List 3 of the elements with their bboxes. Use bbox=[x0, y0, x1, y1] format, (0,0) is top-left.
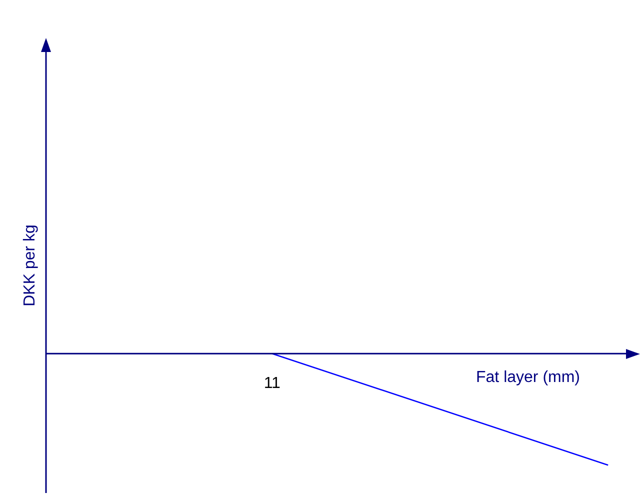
y-axis-title: DKK per kg bbox=[21, 224, 38, 306]
annotation: 11 bbox=[264, 375, 281, 392]
x-axis-title: Fat layer (mm) bbox=[476, 369, 580, 386]
